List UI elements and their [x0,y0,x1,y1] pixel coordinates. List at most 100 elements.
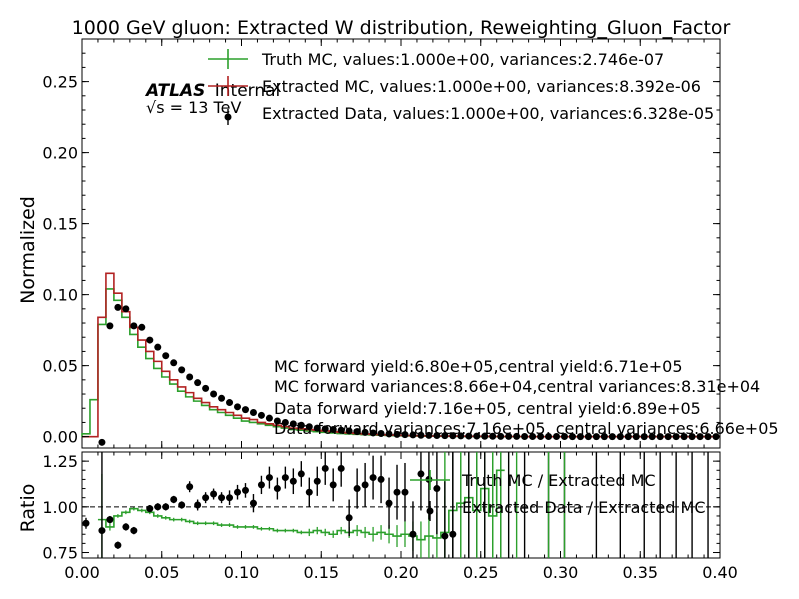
legend-label: Truth MC, values:1.000e+00, variances:2.… [261,50,664,69]
data-point [369,429,377,437]
data-point [425,431,433,439]
data-point [114,303,122,311]
data-point [537,432,545,440]
ratio-data-point [226,494,234,502]
ratio-data-point [305,488,313,496]
data-point [513,432,521,440]
ratio-data-point [114,541,122,549]
data-point [297,421,305,429]
data-point [345,427,353,435]
data-point [265,414,273,422]
data-point [401,431,409,439]
data-point [656,433,664,441]
data-point [305,423,313,431]
ratio-data-point [361,481,369,489]
data-point [672,433,680,441]
y-tick-label: 0.20 [42,144,78,163]
chart-title: 1000 GeV gluon: Extracted W distribution… [72,17,731,39]
ratio-data-point [369,474,377,482]
data-point [584,433,592,441]
data-point [457,432,465,440]
y-tick-label: 0.10 [42,286,78,305]
data-point [473,432,481,440]
ratio-data-point [130,527,138,535]
data-point [664,433,672,441]
x-tick-label: 0.15 [303,563,339,582]
data-point [154,343,162,351]
data-point [568,433,576,441]
data-point [337,426,345,434]
y-tick-label: 0.05 [42,357,78,376]
data-point [640,433,648,441]
ratio-data-point [194,501,202,509]
data-point [465,432,473,440]
data-point [696,433,704,441]
ratio-data-point [385,499,393,507]
ratio-data-point [417,470,425,478]
data-point [648,433,656,441]
data-point [377,430,385,438]
data-point [704,433,712,441]
data-point [553,432,561,440]
yield-annotation: MC forward variances:8.66e+04,central va… [274,377,760,396]
data-point [289,420,297,428]
data-point [98,438,106,446]
data-point [321,425,329,433]
data-point [313,424,321,432]
ratio-truth-mc-line [97,469,505,541]
data-point [122,305,130,313]
x-tick-label: 0.10 [224,563,260,582]
ratio-data-point [106,516,114,524]
data-point [632,433,640,441]
energy-value: 13 TeV [188,98,241,117]
data-point [545,432,553,440]
data-point [106,322,114,330]
ratio-legend-label: Extracted Data / Extracted MC [462,498,706,517]
x-tick-label: 0.05 [144,563,180,582]
ratio-data-point [313,477,321,485]
ratio-y-axis-label: Ratio [17,484,39,533]
ratio-data-point [449,530,457,538]
ratio-data-point [353,485,361,493]
ratio-data-point [401,488,409,496]
ratio-data-point [329,481,337,489]
ratio-data-point [218,494,226,502]
data-point [409,431,417,439]
data-point [281,418,289,426]
data-point [273,417,281,425]
data-point [600,433,608,441]
data-point [529,432,537,440]
data-point [608,433,616,441]
ratio-data-point [393,488,401,496]
top-y-axis-label: Normalized [17,196,39,304]
ratio-data-point [241,486,249,494]
x-tick-label: 0.35 [622,563,658,582]
legend-label: Extracted MC, values:1.000e+00, variance… [262,77,701,96]
data-point [162,352,170,360]
ratio-data-point [281,474,289,482]
data-point [257,411,265,419]
data-point [481,432,489,440]
data-point [218,394,226,402]
ratio-y-tick-label: 1.25 [42,452,78,471]
data-point [226,399,234,407]
ratio-y-tick-label: 0.75 [42,544,78,563]
data-point [433,432,441,440]
data-point [624,433,632,441]
ratio-data-point [234,488,242,496]
data-point [186,373,194,381]
data-point [680,433,688,441]
ratio-data-point [146,505,154,513]
ratio-y-tick-label: 1.00 [42,498,78,517]
ratio-data-point [249,499,257,507]
data-point [241,406,249,414]
data-point [505,432,513,440]
data-point [449,432,457,440]
legend-label: Extracted Data, values:1.000e+00, varian… [262,104,714,123]
yield-annotation: Data forward yield:7.16e+05, central yie… [274,399,701,418]
data-point [170,359,178,367]
data-point [489,432,497,440]
ratio-data-point [98,527,106,535]
y-tick-label: 0.25 [42,73,78,92]
